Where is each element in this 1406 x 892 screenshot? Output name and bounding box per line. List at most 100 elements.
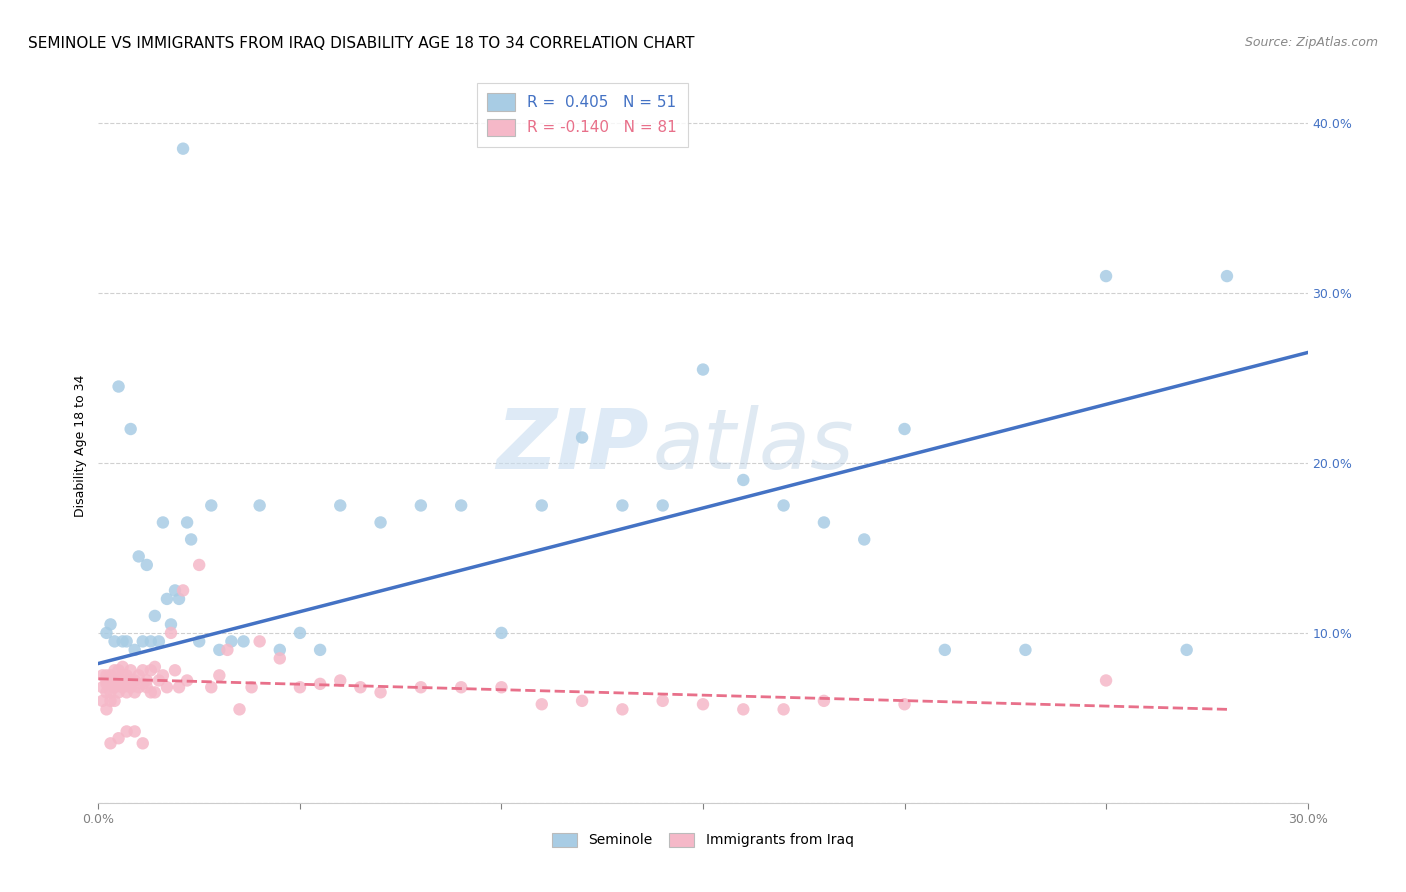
Point	[115, 677, 138, 691]
Point	[249, 634, 271, 648]
Y-axis label: Disability Age 18 to 34: Disability Age 18 to 34	[75, 375, 87, 517]
Point	[103, 680, 125, 694]
Point	[115, 634, 138, 648]
Point	[530, 698, 553, 712]
Point	[132, 736, 155, 750]
Point	[651, 694, 673, 708]
Point	[733, 473, 755, 487]
Point	[100, 694, 122, 708]
Point	[120, 673, 142, 688]
Point	[120, 663, 142, 677]
Point	[853, 533, 876, 547]
Point	[349, 680, 371, 694]
Point	[103, 663, 125, 677]
Point	[1095, 673, 1118, 688]
Point	[288, 680, 311, 694]
Text: atlas: atlas	[652, 406, 853, 486]
Text: ZIP: ZIP	[496, 406, 648, 486]
Point	[91, 694, 114, 708]
Point	[135, 673, 157, 688]
Point	[692, 362, 714, 376]
Point	[139, 634, 162, 648]
Point	[148, 634, 170, 648]
Point	[491, 626, 513, 640]
Point	[124, 724, 146, 739]
Point	[100, 617, 122, 632]
Point	[188, 634, 211, 648]
Point	[111, 680, 134, 694]
Point	[107, 663, 129, 677]
Text: SEMINOLE VS IMMIGRANTS FROM IRAQ DISABILITY AGE 18 TO 34 CORRELATION CHART: SEMINOLE VS IMMIGRANTS FROM IRAQ DISABIL…	[28, 36, 695, 51]
Point	[132, 634, 155, 648]
Point	[135, 558, 157, 572]
Point	[128, 680, 150, 694]
Point	[107, 731, 129, 746]
Point	[103, 694, 125, 708]
Point	[571, 430, 593, 444]
Point	[115, 724, 138, 739]
Point	[120, 680, 142, 694]
Point	[128, 668, 150, 682]
Point	[200, 499, 222, 513]
Point	[91, 680, 114, 694]
Point	[111, 660, 134, 674]
Point	[160, 617, 183, 632]
Legend: Seminole, Immigrants from Iraq: Seminole, Immigrants from Iraq	[547, 827, 859, 853]
Point	[571, 694, 593, 708]
Point	[180, 533, 202, 547]
Point	[172, 583, 194, 598]
Point	[249, 499, 271, 513]
Point	[288, 626, 311, 640]
Point	[172, 142, 194, 156]
Point	[329, 673, 352, 688]
Point	[228, 702, 250, 716]
Point	[96, 677, 118, 691]
Text: Source: ZipAtlas.com: Source: ZipAtlas.com	[1244, 36, 1378, 49]
Point	[120, 422, 142, 436]
Point	[772, 702, 794, 716]
Point	[100, 736, 122, 750]
Point	[139, 685, 162, 699]
Point	[232, 634, 254, 648]
Point	[692, 698, 714, 712]
Point	[409, 680, 432, 694]
Point	[309, 677, 332, 691]
Point	[91, 668, 114, 682]
Point	[309, 643, 332, 657]
Point	[733, 702, 755, 716]
Point	[612, 702, 634, 716]
Point	[269, 651, 291, 665]
Point	[813, 516, 835, 530]
Point	[409, 499, 432, 513]
Point	[240, 680, 263, 694]
Point	[152, 668, 174, 682]
Point	[100, 668, 122, 682]
Point	[200, 680, 222, 694]
Point	[612, 499, 634, 513]
Point	[107, 677, 129, 691]
Point	[152, 516, 174, 530]
Point	[135, 680, 157, 694]
Point	[217, 643, 239, 657]
Point	[893, 422, 915, 436]
Point	[115, 685, 138, 699]
Point	[1175, 643, 1198, 657]
Point	[124, 643, 146, 657]
Point	[188, 558, 211, 572]
Point	[96, 626, 118, 640]
Point	[163, 663, 186, 677]
Point	[107, 379, 129, 393]
Point	[96, 673, 118, 688]
Point	[269, 643, 291, 657]
Point	[103, 673, 125, 688]
Point	[107, 685, 129, 699]
Point	[115, 668, 138, 682]
Point	[111, 673, 134, 688]
Point	[167, 680, 190, 694]
Point	[813, 694, 835, 708]
Point	[176, 516, 198, 530]
Point	[491, 680, 513, 694]
Point	[156, 591, 179, 606]
Point	[370, 516, 392, 530]
Point	[1216, 269, 1239, 284]
